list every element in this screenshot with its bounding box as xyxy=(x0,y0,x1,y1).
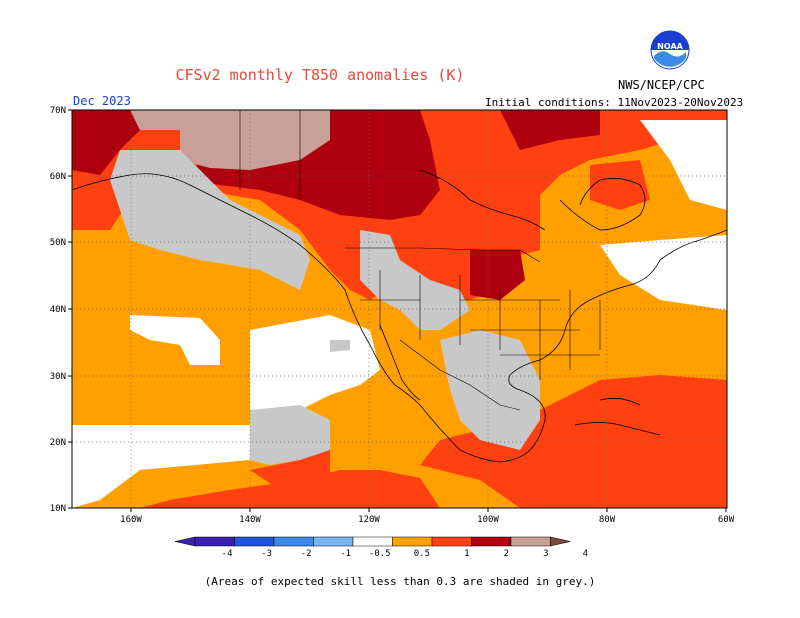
legend-swatch xyxy=(194,536,235,547)
field-grey-rockies xyxy=(360,230,470,330)
field-white-pacific-2 xyxy=(130,315,220,365)
forecast-month: Dec 2023 xyxy=(73,94,131,108)
axis-ticks xyxy=(68,109,727,512)
noaa-logo-text: NOAA xyxy=(657,42,683,51)
legend-swatch xyxy=(273,536,314,547)
lat-label-20: 20N xyxy=(50,438,66,448)
legend-swatch xyxy=(313,536,354,547)
field-grey-pacific xyxy=(250,405,330,465)
field-tan-north xyxy=(130,110,180,130)
noaa-logo: NOAA xyxy=(650,30,690,70)
map-title: CFSv2 monthly T850 anomalies (K) xyxy=(175,66,465,84)
legend-swatch xyxy=(431,536,472,547)
legend-label: 3 xyxy=(543,549,548,559)
legend-arrow-low xyxy=(174,536,196,547)
field-tan-yukon xyxy=(180,110,330,170)
legend-label: 1 xyxy=(464,549,469,559)
legend-label: -3 xyxy=(261,549,272,559)
legend-label: -0.5 xyxy=(369,549,391,559)
anomaly-fields xyxy=(72,110,727,508)
legend-label: -2 xyxy=(301,549,312,559)
lon-label-140w: 140W xyxy=(239,515,261,525)
lat-label-70: 70N xyxy=(50,106,66,116)
field-grey-small xyxy=(330,340,350,352)
field-grey-mexico xyxy=(440,330,540,450)
lon-label-60w: 60W xyxy=(718,515,735,525)
legend-swatch xyxy=(392,536,433,547)
field-red-east xyxy=(420,375,727,508)
field-red-hudson xyxy=(590,160,650,210)
field-white-greenland xyxy=(640,120,727,210)
legend-swatch xyxy=(234,536,275,547)
field-darkred-alaska xyxy=(72,110,160,175)
initial-conditions: Initial conditions: 11Nov2023-20Nov2023 xyxy=(485,96,744,109)
field-white-pacific-1 xyxy=(72,425,250,508)
field-white-northeast xyxy=(600,235,727,310)
legend-arrow-high xyxy=(550,536,571,547)
legend-label: -4 xyxy=(222,549,233,559)
legend-label: 0.5 xyxy=(414,549,430,559)
lat-label-50: 50N xyxy=(50,238,66,248)
legend-label: 2 xyxy=(504,549,509,559)
lon-label-80w: 80W xyxy=(599,515,616,525)
political-borders xyxy=(239,110,601,411)
agency-label: NWS/NCEP/CPC xyxy=(618,78,705,92)
lat-label-10: 10N xyxy=(50,504,66,514)
lon-label-120w: 120W xyxy=(358,515,380,525)
field-grey-alaska xyxy=(110,150,310,290)
lon-label-100w: 100W xyxy=(477,515,499,525)
legend-swatch xyxy=(471,536,512,547)
lon-label-160w: 160W xyxy=(120,515,142,525)
legend-label: 4 xyxy=(583,549,588,559)
lat-label-60: 60N xyxy=(50,172,66,182)
legend-label: -1 xyxy=(340,549,351,559)
lat-label-30: 30N xyxy=(50,372,66,382)
lat-label-40: 40N xyxy=(50,305,66,315)
legend-swatch xyxy=(352,536,393,547)
field-red-pacific xyxy=(140,470,440,508)
legend-swatch xyxy=(510,536,551,547)
field-darkred-plains xyxy=(470,250,525,300)
field-darkred-greenland xyxy=(500,110,600,150)
skill-note: (Areas of expected skill less than 0.3 a… xyxy=(204,575,596,588)
color-legend: -4 -3 -2 -1 -0.5 0.5 1 2 3 4 xyxy=(174,536,588,559)
